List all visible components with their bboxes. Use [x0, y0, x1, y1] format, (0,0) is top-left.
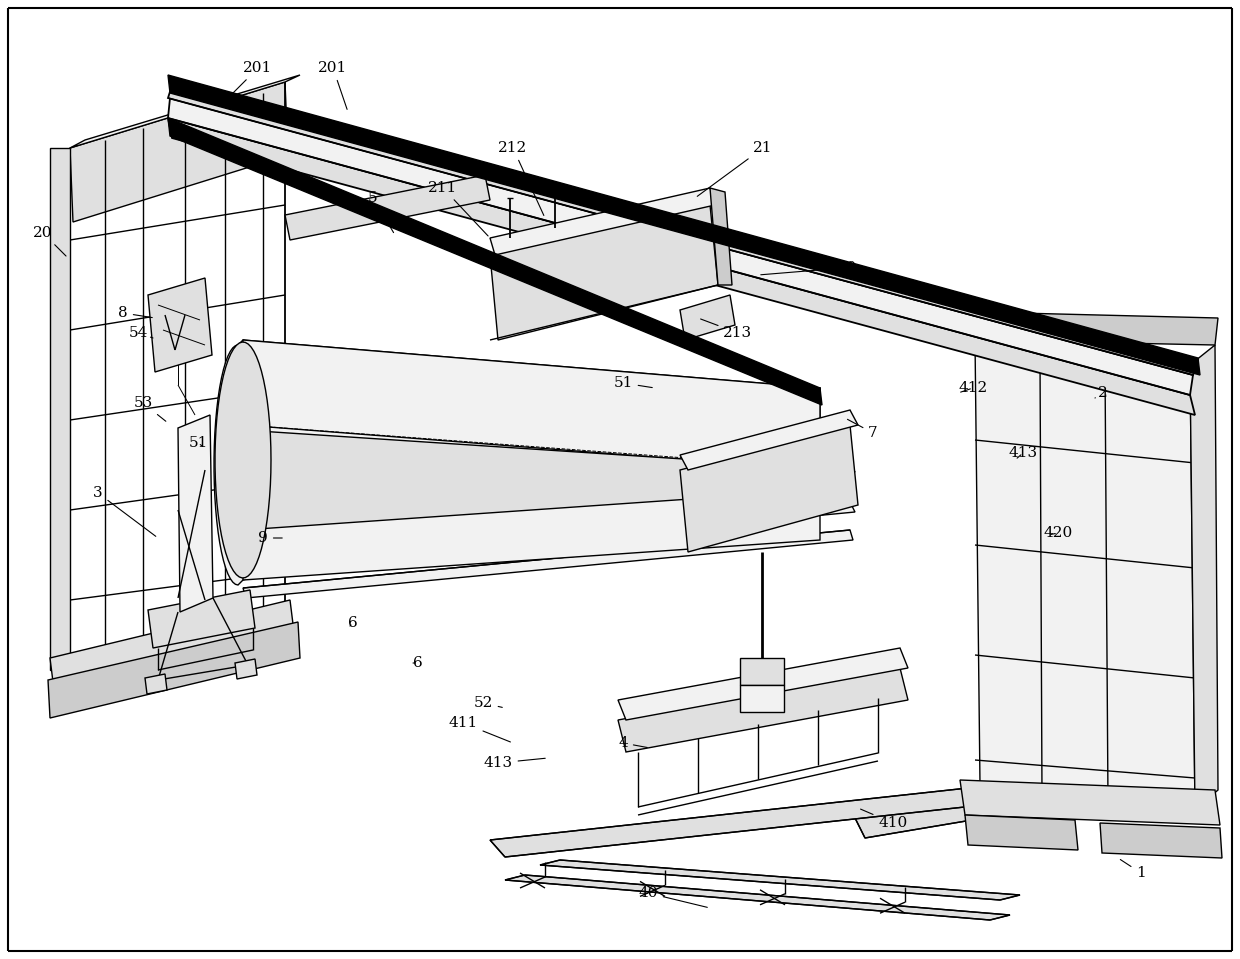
Polygon shape [243, 464, 856, 530]
Polygon shape [740, 658, 784, 685]
Text: 6: 6 [413, 656, 423, 670]
Polygon shape [243, 430, 820, 530]
Polygon shape [680, 295, 735, 340]
Text: 6: 6 [348, 616, 358, 630]
Polygon shape [179, 415, 213, 612]
Polygon shape [539, 860, 1021, 900]
Polygon shape [167, 75, 1200, 375]
Text: 211: 211 [428, 181, 489, 236]
Text: 212: 212 [498, 141, 544, 216]
Text: 413: 413 [484, 756, 546, 770]
Polygon shape [285, 175, 490, 240]
Text: 413: 413 [1008, 446, 1038, 460]
Text: 201: 201 [219, 61, 273, 106]
Polygon shape [236, 659, 257, 679]
Polygon shape [960, 780, 1220, 825]
Polygon shape [740, 685, 784, 712]
Polygon shape [167, 118, 822, 405]
Polygon shape [243, 530, 853, 598]
Text: 410: 410 [861, 809, 908, 830]
Polygon shape [680, 410, 858, 470]
Polygon shape [167, 82, 1198, 375]
Text: 7: 7 [847, 419, 878, 440]
Polygon shape [618, 668, 908, 752]
Text: 3: 3 [93, 486, 156, 536]
Polygon shape [1190, 345, 1218, 810]
Text: 213: 213 [701, 319, 753, 340]
Text: 53: 53 [134, 396, 166, 421]
Text: 4: 4 [618, 736, 647, 750]
Text: 9: 9 [258, 531, 283, 545]
Text: 412: 412 [959, 381, 987, 395]
Text: 20: 20 [33, 226, 66, 256]
Polygon shape [711, 188, 732, 285]
Polygon shape [490, 205, 718, 340]
Polygon shape [1195, 760, 1215, 790]
Text: 51: 51 [188, 436, 207, 450]
Polygon shape [167, 118, 1195, 415]
Polygon shape [243, 494, 856, 562]
Text: 52: 52 [474, 696, 502, 710]
Text: 5: 5 [368, 191, 393, 233]
Polygon shape [975, 312, 1218, 345]
Polygon shape [145, 674, 167, 694]
Polygon shape [680, 425, 858, 552]
Polygon shape [490, 188, 715, 255]
Text: 201: 201 [319, 61, 347, 109]
Text: 40: 40 [639, 886, 707, 907]
Text: 21: 21 [697, 141, 773, 197]
Text: 54: 54 [128, 326, 153, 340]
Text: 51: 51 [614, 376, 652, 390]
Polygon shape [148, 590, 255, 648]
Polygon shape [148, 278, 212, 372]
Polygon shape [618, 648, 908, 720]
Text: 8: 8 [118, 306, 153, 320]
Text: 1: 1 [1120, 859, 1146, 880]
Text: 2: 2 [1095, 386, 1107, 400]
Polygon shape [490, 778, 1075, 857]
Polygon shape [505, 875, 1011, 920]
Polygon shape [69, 75, 300, 148]
Polygon shape [975, 340, 1195, 810]
Text: 210: 210 [761, 261, 858, 275]
Polygon shape [243, 502, 856, 570]
Polygon shape [215, 340, 267, 585]
Polygon shape [243, 340, 820, 580]
Polygon shape [69, 82, 288, 222]
Polygon shape [1100, 823, 1221, 858]
Polygon shape [215, 342, 272, 578]
Polygon shape [167, 98, 1193, 395]
Text: 420: 420 [1043, 526, 1073, 540]
Polygon shape [856, 760, 1210, 838]
Polygon shape [1060, 778, 1080, 798]
Polygon shape [243, 472, 856, 540]
Polygon shape [965, 815, 1078, 850]
Polygon shape [50, 148, 69, 670]
Text: 411: 411 [449, 716, 511, 742]
Polygon shape [50, 600, 295, 698]
Polygon shape [243, 340, 820, 470]
Polygon shape [48, 622, 300, 718]
